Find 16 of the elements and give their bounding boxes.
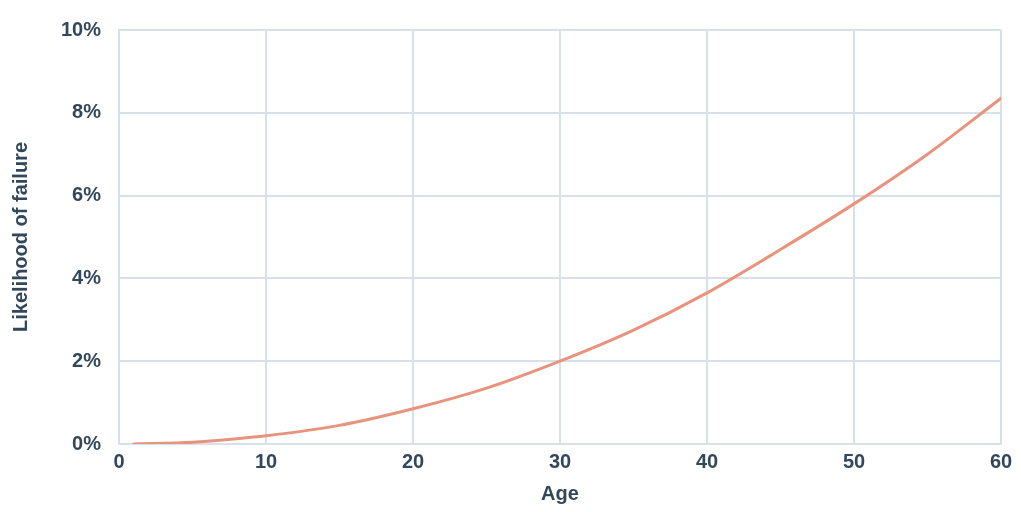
- x-tick-label: 20: [401, 449, 425, 472]
- x-tick-label: 50: [842, 449, 866, 472]
- x-tick-label: 10: [254, 449, 278, 472]
- y-tick-label: 10%: [61, 17, 102, 40]
- y-tick-label: 0%: [72, 431, 102, 454]
- y-tick-label: 2%: [72, 348, 102, 371]
- y-tick-label: 8%: [72, 100, 102, 123]
- y-axis-title: Likelihood of failure: [8, 141, 31, 333]
- y-tick-label: 4%: [72, 265, 102, 288]
- y-tick-label: 6%: [72, 183, 102, 206]
- x-tick-label: 0: [113, 449, 125, 472]
- x-axis-title: Age: [541, 481, 579, 504]
- x-tick-label: 30: [548, 449, 572, 472]
- x-tick-label: 60: [989, 449, 1013, 472]
- line-series: [132, 96, 1001, 444]
- x-tick-label: 40: [695, 449, 719, 472]
